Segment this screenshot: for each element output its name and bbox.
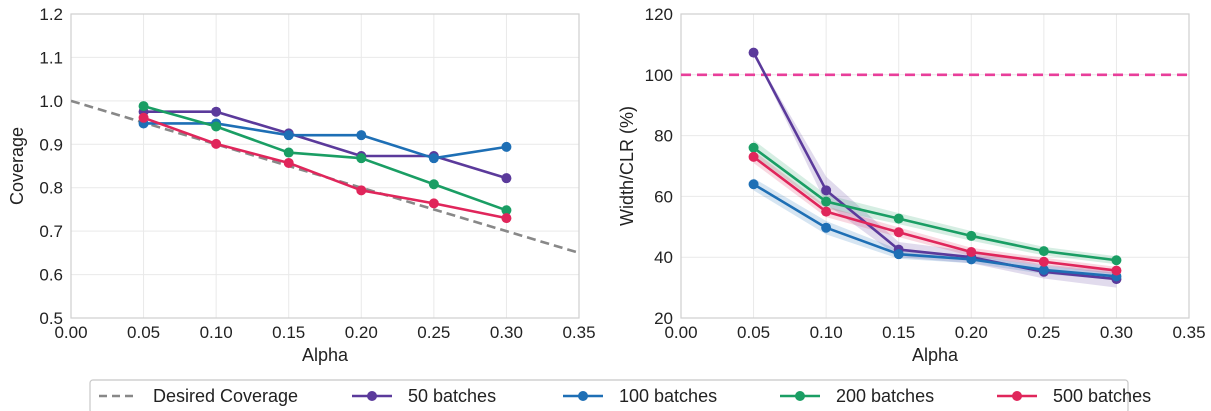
point-100-batches [283,130,294,141]
legend-200-batches-label: 200 batches [836,386,934,406]
y-tick-label: 100 [645,66,673,85]
line-100-batches [143,122,507,160]
x-tick-label: 0.30 [1100,323,1133,342]
x-tick-label: 0.00 [54,323,87,342]
point-50-batches [211,106,222,117]
legend-box [89,379,1129,411]
x-tick-label: 0.00 [664,323,697,342]
point-100-batches [966,254,977,265]
point-100-batches [821,222,832,233]
point-200-batches [211,121,222,132]
point-100-batches [356,130,367,141]
line-50-batches [752,52,1117,281]
point-500-batches [1038,256,1049,267]
plot-area [71,99,579,255]
line-500-batches [752,155,1117,272]
y-tick-label: 1.2 [39,5,63,24]
x-tick-label: 0.25 [1027,323,1060,342]
x-axis-label: Alpha [302,345,349,365]
line-200-batches [752,146,1117,262]
point-200-batches [138,101,149,112]
point-500-batches [211,138,222,149]
line-500-batches [143,116,507,220]
point-500-batches [966,247,977,258]
point-500-batches [821,206,832,217]
point-200-batches [966,230,977,241]
point-500-batches [138,112,149,123]
point-500-batches [356,185,367,196]
legend-desired-coverage-label: Desired Coverage [153,386,298,406]
x-tick-label: 0.05 [127,323,160,342]
point-50-batches [748,47,759,58]
y-axis-label: Coverage [7,127,27,205]
x-tick-label: 0.30 [490,323,523,342]
line-200-batches [143,104,507,212]
point-200-batches [1038,246,1049,257]
x-tick-label: 0.15 [272,323,305,342]
point-100-batches [1038,264,1049,275]
plot-frame [680,13,1190,319]
y-tick-label: 0.5 [39,309,63,328]
point-500-batches [893,227,904,238]
left-chart-panel: 0.00 0.05 0.10 0.15 0.20 0.25 0.30 0.35 0.5 0.6 0.… [7,5,596,365]
x-tick-label: 0.20 [955,323,988,342]
point-100-batches [501,141,512,152]
line-50-batches [143,110,507,180]
y-tick-label: 0.7 [39,222,63,241]
point-50-batches [821,185,832,196]
y-tick-label: 0.6 [39,266,63,285]
y-tick-label: 0.9 [39,135,63,154]
point-200-batches [501,205,512,216]
point-200-batches [748,142,759,153]
y-tick-label: 20 [654,309,673,328]
legend-50-batches-marker [367,391,377,401]
plot-frame [70,13,580,319]
y-tick-label: 80 [654,127,673,146]
legend: Desired Coverage 50 batches 100 batches 200… [89,379,1151,411]
point-200-batches [356,153,367,164]
point-500-batches [501,213,512,224]
point-200-batches [1111,255,1122,266]
x-tick-label: 0.10 [200,323,233,342]
point-500-batches [748,151,759,162]
y-axis-label: Width/CLR (%) [617,106,637,226]
point-200-batches [428,179,439,190]
x-axis-label: Alpha [912,345,959,365]
point-500-batches [1111,265,1122,276]
x-tick-label: 0.05 [737,323,770,342]
y-tick-label: 40 [654,248,673,267]
point-100-batches [893,249,904,260]
point-200-batches [283,147,294,158]
y-tick-label: 0.8 [39,179,63,198]
desired-coverage-line [71,99,579,255]
point-50-batches [501,173,512,184]
legend-200-batches-marker [795,391,805,401]
point-500-batches [283,157,294,168]
x-tick-label: 0.35 [1172,323,1205,342]
y-tick-label: 1.1 [39,48,63,67]
x-tick-label: 0.15 [882,323,915,342]
legend-100-batches-marker [578,391,588,401]
point-500-batches [428,198,439,209]
x-tick-label: 0.25 [417,323,450,342]
x-tick-label: 0.35 [562,323,595,342]
plot-area [681,47,1189,288]
line-100-batches [752,183,1117,278]
point-100-batches [428,153,439,164]
point-200-batches [893,213,904,224]
legend-500-batches-marker [1012,391,1022,401]
point-100-batches [748,179,759,190]
point-200-batches [821,196,832,207]
y-tick-label: 120 [645,5,673,24]
x-tick-label: 0.10 [810,323,843,342]
y-tick-label: 1.0 [39,92,63,111]
legend-100-batches-label: 100 batches [619,386,717,406]
legend-500-batches-label: 500 batches [1053,386,1151,406]
right-chart-panel: 0.00 0.05 0.10 0.15 0.20 0.25 0.30 0.35 20 40 60 80… [617,5,1206,365]
x-tick-label: 0.20 [345,323,378,342]
legend-50-batches-label: 50 batches [408,386,496,406]
y-tick-label: 60 [654,187,673,206]
